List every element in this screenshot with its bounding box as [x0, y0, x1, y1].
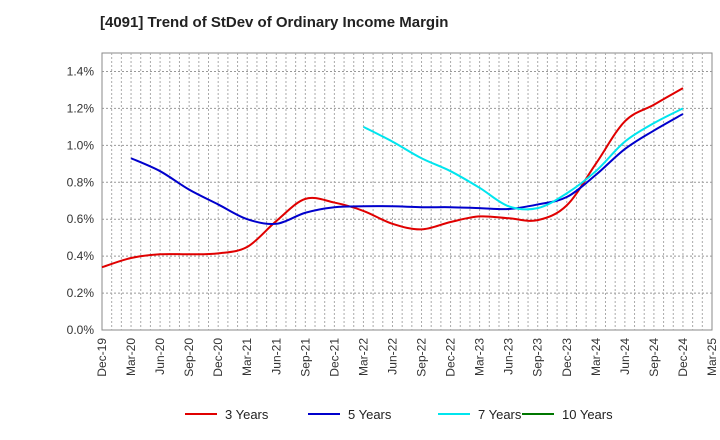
x-tick-label: Dec-20: [211, 338, 225, 377]
y-tick-label: 0.4%: [67, 249, 95, 263]
y-tick-label: 1.2%: [67, 101, 95, 115]
x-tick-label: Sep-22: [415, 338, 429, 377]
x-tick-label: Jun-22: [385, 338, 399, 375]
x-tick-label: Dec-22: [444, 338, 458, 377]
y-tick-label: 0.8%: [67, 175, 95, 189]
y-tick-label: 0.2%: [67, 286, 95, 300]
x-tick-label: Dec-23: [560, 338, 574, 377]
y-tick-label: 0.6%: [67, 212, 95, 226]
legend-label-3-years: 3 Years: [225, 407, 269, 422]
legend-label-10-years: 10 Years: [562, 407, 613, 422]
x-tick-label: Dec-19: [95, 338, 109, 377]
x-tick-label: Sep-24: [647, 338, 661, 377]
x-tick-label: Sep-23: [531, 338, 545, 377]
y-tick-label: 1.4%: [67, 64, 95, 78]
x-tick-label: Dec-24: [676, 338, 690, 377]
legend-label-5-years: 5 Years: [348, 407, 392, 422]
x-tick-label: Mar-23: [473, 338, 487, 376]
x-tick-label: Sep-21: [298, 338, 312, 377]
x-tick-label: Mar-24: [589, 338, 603, 376]
x-tick-label: Sep-20: [182, 338, 196, 377]
x-tick-label: Jun-21: [269, 338, 283, 375]
plot-frame: [101, 52, 713, 331]
legend-label-7-years: 7 Years: [478, 407, 522, 422]
series-line-5-years: [130, 113, 684, 226]
x-tick-label: Mar-21: [240, 338, 254, 376]
y-tick-label: 1.0%: [67, 138, 95, 152]
x-tick-label: Jun-23: [502, 338, 516, 375]
x-tick-label: Mar-20: [124, 338, 138, 376]
x-tick-label: Jun-24: [618, 338, 632, 375]
x-tick-label: Mar-25: [705, 338, 719, 376]
x-tick-label: Dec-21: [327, 338, 341, 377]
series-line-3-years: [101, 87, 684, 269]
x-tick-label: Mar-22: [356, 338, 370, 376]
chart-title: [4091] Trend of StDev of Ordinary Income…: [100, 14, 449, 31]
x-tick-label: Jun-20: [153, 338, 167, 375]
series-line-7-years: [362, 107, 684, 211]
y-tick-label: 0.0%: [67, 323, 95, 337]
